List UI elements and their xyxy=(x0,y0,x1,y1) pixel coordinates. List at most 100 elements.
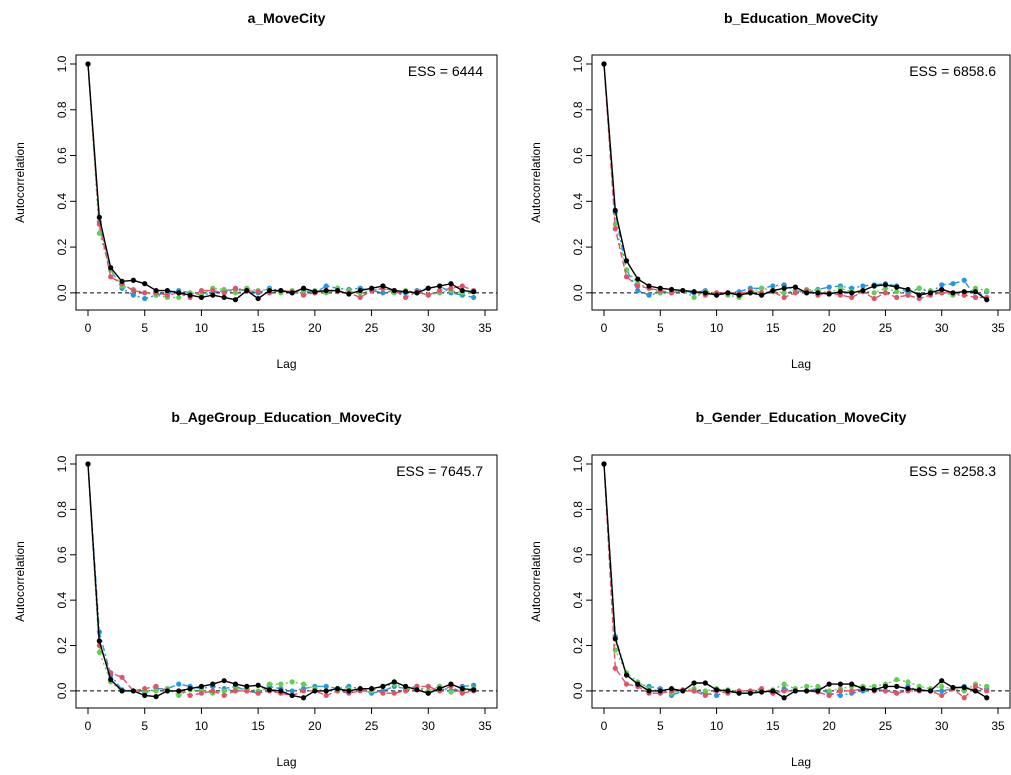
data-point xyxy=(804,688,810,694)
data-point xyxy=(334,686,341,692)
data-point xyxy=(770,283,776,289)
data-point xyxy=(130,292,136,298)
data-point xyxy=(736,292,742,298)
data-point xyxy=(792,290,798,296)
data-point xyxy=(471,294,477,301)
x-tick-label: 0 xyxy=(601,321,608,335)
data-point xyxy=(130,277,136,283)
data-point xyxy=(984,695,990,701)
y-tick-label: 0.0 xyxy=(55,682,69,699)
series-line-1 xyxy=(603,63,988,301)
x-tick-label: 5 xyxy=(141,321,148,335)
data-point xyxy=(153,688,159,694)
data-point xyxy=(939,692,945,699)
data-point xyxy=(289,688,295,694)
y-tick-label: 0.4 xyxy=(55,193,69,210)
data-point xyxy=(153,683,159,689)
data-point xyxy=(437,686,443,692)
data-point xyxy=(894,289,900,295)
data-point xyxy=(176,294,182,301)
ess-annotation: ESS = 6858.6 xyxy=(909,63,996,79)
data-point xyxy=(403,289,409,295)
data-point xyxy=(323,283,329,289)
series-line-1 xyxy=(87,463,474,699)
data-point xyxy=(792,688,798,694)
x-tick-label: 5 xyxy=(657,321,664,335)
data-point xyxy=(210,681,216,687)
data-point xyxy=(323,287,329,294)
x-tick-label: 15 xyxy=(251,321,265,335)
data-point xyxy=(860,283,866,289)
x-tick-label: 25 xyxy=(879,321,893,335)
data-point xyxy=(176,681,182,687)
data-point xyxy=(871,295,877,302)
data-point xyxy=(815,290,821,296)
data-point xyxy=(781,681,787,687)
data-point xyxy=(961,695,967,701)
data-point xyxy=(713,292,720,298)
data-point xyxy=(612,221,618,227)
data-point xyxy=(85,61,91,67)
y-tick-label: 0.8 xyxy=(571,101,585,118)
data-point xyxy=(153,693,159,700)
data-point xyxy=(623,274,630,280)
data-point xyxy=(108,676,114,683)
data-point xyxy=(972,688,979,694)
data-point xyxy=(916,285,922,291)
data-point xyxy=(221,678,227,684)
data-point xyxy=(646,688,652,694)
data-point xyxy=(164,287,170,294)
data-point xyxy=(221,692,227,699)
data-point xyxy=(837,688,844,694)
data-point xyxy=(961,277,967,283)
data-point xyxy=(781,290,787,296)
data-point xyxy=(702,688,708,694)
data-point xyxy=(448,285,454,291)
data-point xyxy=(232,297,239,303)
data-point xyxy=(380,690,386,696)
data-point xyxy=(871,290,877,296)
data-point xyxy=(691,680,697,686)
data-point xyxy=(905,686,911,692)
x-axis-label: Lag xyxy=(791,755,811,769)
data-point xyxy=(232,681,239,687)
data-point xyxy=(471,687,477,693)
data-point xyxy=(927,290,934,296)
data-point xyxy=(255,289,261,295)
data-point xyxy=(927,688,934,694)
data-point xyxy=(939,282,945,288)
data-point xyxy=(804,290,810,296)
y-axis-label: Autocorrelation xyxy=(13,541,27,622)
data-point xyxy=(380,283,386,289)
y-tick-label: 0.2 xyxy=(55,637,69,654)
data-point xyxy=(459,690,465,696)
y-tick-label: 0.2 xyxy=(571,238,585,255)
data-point xyxy=(950,684,956,691)
data-point xyxy=(894,690,900,696)
ess-annotation: ESS = 8258.3 xyxy=(909,463,996,479)
data-point xyxy=(232,285,239,291)
series-line-4 xyxy=(87,63,474,300)
data-point xyxy=(713,692,720,699)
data-point xyxy=(119,688,125,694)
data-point xyxy=(300,688,307,694)
data-point xyxy=(984,688,990,694)
chart-panel-2: b_Education_MoveCity 0 5 10 15 20 25 30 35 0.0 0.2… xyxy=(529,10,1011,371)
data-point xyxy=(176,290,182,296)
data-point xyxy=(837,681,844,687)
ess-annotation: ESS = 6444 xyxy=(408,63,483,79)
data-point xyxy=(826,692,832,699)
x-tick-label: 10 xyxy=(710,321,724,335)
y-tick-label: 0.6 xyxy=(571,546,585,563)
data-point xyxy=(657,285,663,291)
data-point xyxy=(815,683,821,689)
data-point xyxy=(725,290,731,296)
data-point xyxy=(691,688,697,694)
data-point xyxy=(837,692,844,699)
data-point xyxy=(289,290,295,296)
y-tick-label: 1.0 xyxy=(571,455,585,472)
series-line-2 xyxy=(87,63,474,299)
data-point xyxy=(403,683,409,689)
data-point xyxy=(657,688,663,694)
